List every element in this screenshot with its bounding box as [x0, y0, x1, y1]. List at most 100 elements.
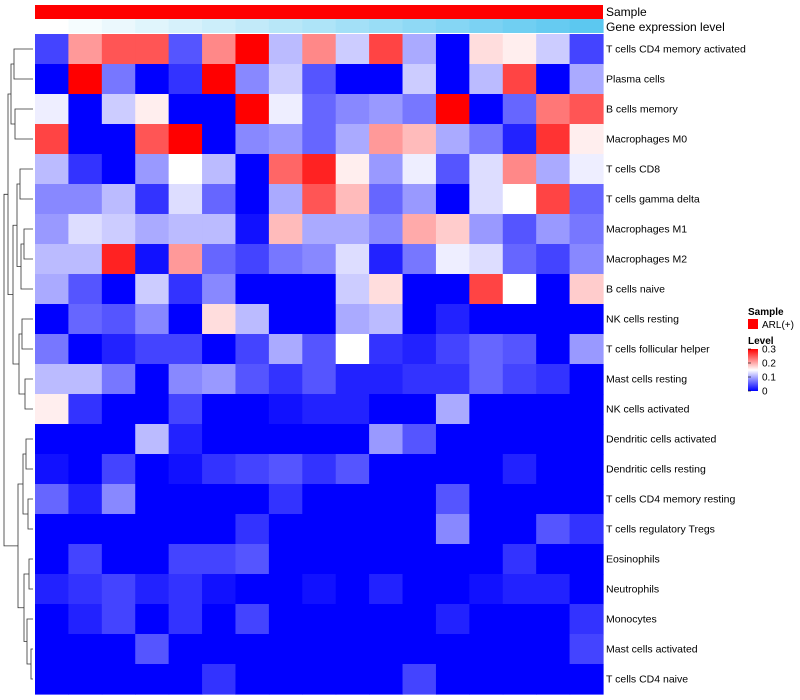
legend-level-tick-label: 0.3 — [762, 345, 776, 356]
heatmap-cell — [235, 634, 270, 665]
heatmap-cell — [469, 244, 504, 275]
row-label: Monocytes — [606, 614, 657, 626]
heatmap-cell — [168, 424, 203, 455]
heatmap-cell — [335, 424, 370, 455]
heatmap-cell — [168, 454, 203, 485]
heatmap-cell — [369, 214, 404, 245]
heatmap-cell — [569, 604, 604, 635]
heatmap-cell — [569, 274, 604, 305]
heatmap-cell — [268, 214, 303, 245]
heatmap-cell — [135, 364, 170, 395]
heatmap-cell — [335, 64, 370, 95]
heatmap-cell — [68, 514, 103, 545]
annotation-label-expression: Gene expression level — [606, 20, 725, 34]
legend-level-ticks: 0.3 0.2 0.1 0 — [748, 345, 776, 398]
heatmap-cell — [402, 274, 437, 305]
heatmap-cell — [101, 184, 136, 215]
heatmap-cell — [68, 184, 103, 215]
legend-level-title: Level — [748, 336, 774, 347]
heatmap-cell — [235, 664, 270, 695]
heatmap-cell — [168, 484, 203, 515]
heatmap-cell — [235, 574, 270, 605]
heatmap-cell — [536, 334, 571, 365]
heatmap-cell — [268, 94, 303, 125]
heatmap-cell — [235, 484, 270, 515]
heatmap-cell — [35, 184, 70, 215]
heatmap-cell — [135, 424, 170, 455]
heatmap-cell — [268, 274, 303, 305]
heatmap-cell — [101, 334, 136, 365]
heatmap-cell — [402, 454, 437, 485]
heatmap-cell — [536, 304, 571, 335]
heatmap-cell — [536, 214, 571, 245]
heatmap-cell — [569, 214, 604, 245]
heatmap-cell — [68, 604, 103, 635]
heatmap-cell — [35, 214, 70, 245]
row-label: T cells CD4 naive — [606, 674, 688, 686]
heatmap-cell — [536, 244, 571, 275]
expression-level-cell — [302, 19, 337, 33]
heatmap-cell — [536, 664, 571, 695]
row-label: B cells memory — [606, 104, 679, 116]
heatmap-cell — [335, 574, 370, 605]
heatmap-cell — [202, 244, 237, 275]
heatmap-cell — [469, 274, 504, 305]
dendrogram-branch — [19, 168, 33, 200]
heatmap-cell — [569, 514, 604, 545]
heatmap-cell — [569, 154, 604, 185]
heatmap-cell — [435, 334, 470, 365]
heatmap-cell — [569, 574, 604, 605]
heatmap-cell — [302, 124, 337, 155]
heatmap-cell — [369, 664, 404, 695]
heatmap-cell — [168, 394, 203, 425]
heatmap-cell — [502, 154, 537, 185]
heatmap-cell — [435, 664, 470, 695]
heatmap-cell — [168, 34, 203, 65]
heatmap-cell — [536, 514, 571, 545]
heatmap-cell — [168, 304, 203, 335]
heatmap-cell — [268, 364, 303, 395]
expression-level-cell — [268, 19, 303, 33]
heatmap-cell — [502, 244, 537, 275]
row-label: NK cells activated — [606, 404, 690, 416]
heatmap-cell — [168, 634, 203, 665]
heatmap-cell — [435, 274, 470, 305]
heatmap-cell — [302, 634, 337, 665]
dendrogram-branch — [28, 558, 33, 590]
heatmap-cell — [302, 304, 337, 335]
expression-level-cell — [168, 19, 203, 33]
heatmap-cell — [335, 634, 370, 665]
heatmap-cell — [402, 214, 437, 245]
annotation-bars — [35, 5, 604, 33]
row-label: T cells CD4 memory resting — [606, 494, 735, 506]
heatmap-cell — [68, 394, 103, 425]
heatmap-cell — [369, 184, 404, 215]
heatmap-cell — [502, 334, 537, 365]
heatmap-cell — [35, 394, 70, 425]
dendrogram-branch — [22, 453, 28, 515]
heatmap-cell — [168, 574, 203, 605]
heatmap-cell — [536, 364, 571, 395]
heatmap-cell — [35, 634, 70, 665]
heatmap-cell — [68, 94, 103, 125]
heatmap-cell — [235, 244, 270, 275]
heatmap-cell — [168, 604, 203, 635]
heatmap-cell — [569, 334, 604, 365]
heatmap-cell — [569, 634, 604, 665]
heatmap-cell — [369, 94, 404, 125]
heatmap-cell — [502, 124, 537, 155]
heatmap-cell — [335, 334, 370, 365]
heatmap-cell — [135, 604, 170, 635]
heatmap-cell — [469, 334, 504, 365]
heatmap-cell — [536, 154, 571, 185]
dendrogram-branch — [12, 224, 19, 365]
heatmap-cell — [502, 34, 537, 65]
row-label: T cells gamma delta — [606, 194, 700, 206]
heatmap-cell — [302, 364, 337, 395]
heatmap-cell — [369, 394, 404, 425]
heatmap-cell — [536, 274, 571, 305]
heatmap-cell — [502, 634, 537, 665]
heatmap-cell — [101, 574, 136, 605]
heatmap-cell — [469, 154, 504, 185]
row-label: Eosinophils — [606, 554, 660, 566]
